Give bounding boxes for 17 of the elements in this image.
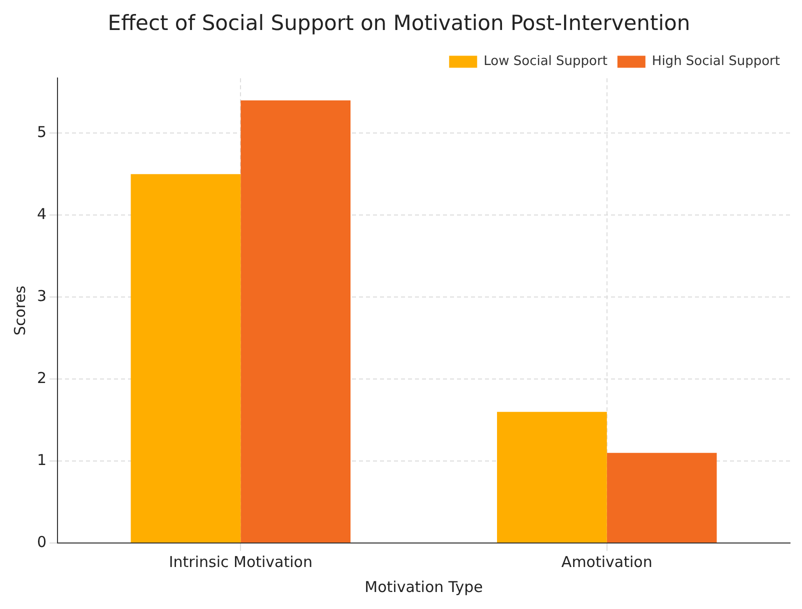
bar [130,174,241,542]
bar [606,452,717,542]
x-tick-label: Intrinsic Motivation [168,552,312,571]
legend-label: High Social Support [652,54,780,70]
bar [497,412,607,542]
bar [240,100,351,542]
y-axis-title: Scores [10,286,29,336]
x-tick-label: Amotivation [561,552,652,571]
y-tick-label: 3 [36,286,47,305]
chart-title: Effect of Social Support on Motivation Post-Intervention [108,11,690,36]
y-tick-label: 1 [36,450,47,469]
legend-label: Low Social Support [484,54,608,70]
x-axis-title: Motivation Type [364,578,483,596]
y-tick-label: 4 [36,204,47,223]
y-tick-label: 2 [36,368,47,387]
y-tick-label: 5 [36,123,47,142]
y-tick-label: 0 [36,532,47,551]
